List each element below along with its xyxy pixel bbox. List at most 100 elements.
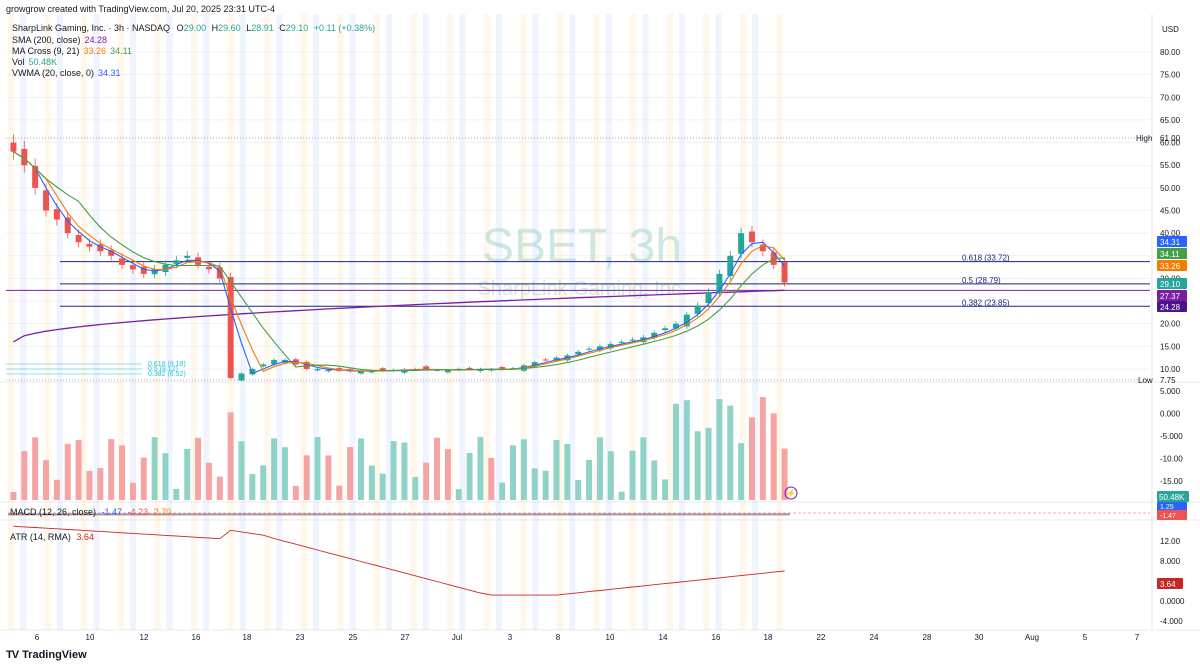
- volume-bar: [499, 482, 506, 500]
- volume-bar: [281, 447, 288, 500]
- volume-bar: [629, 450, 636, 500]
- legend-ma-cross[interactable]: MA Cross (9, 21) 33.26 34.11: [12, 46, 132, 57]
- session-stripe: [605, 14, 612, 630]
- candle-body: [618, 341, 625, 343]
- session-stripe: [20, 14, 27, 630]
- symbol-line: SharpLink Gaming, Inc. · 3h · NASDAQ: [12, 23, 171, 33]
- session-stripe: [203, 14, 210, 630]
- legend-vwma[interactable]: VWMA (20, close, 0) 34.31: [12, 68, 121, 79]
- time-tick-label: 28: [923, 633, 932, 642]
- price-badge-value: 27.37: [1160, 292, 1181, 301]
- candle-body: [499, 367, 506, 370]
- atr-label: ATR (14, RMA): [10, 532, 71, 542]
- volume-axis-label: -10.00: [1160, 455, 1183, 464]
- tradingview-brand[interactable]: TV TradingView: [6, 649, 87, 661]
- volume-bar: [53, 479, 60, 500]
- time-tick-label: 5: [1083, 633, 1088, 642]
- time-tick-label: 12: [140, 633, 149, 642]
- volume-bar: [553, 440, 560, 500]
- time-tick-label: 14: [659, 633, 668, 642]
- volume-bar: [379, 473, 386, 500]
- candle-body: [553, 357, 560, 361]
- time-axis[interactable]: 6 10 12 16 18 23 25 27 Jul 3 8 10 14 16 18 22 24 28 30 Aug 5…: [35, 633, 1140, 642]
- session-stripe: [703, 14, 710, 630]
- ohlc-c-label: C: [279, 23, 286, 33]
- session-stripe: [776, 14, 783, 630]
- candle-body: [140, 266, 147, 274]
- macd-label: MACD (12, 26, close): [10, 507, 97, 517]
- candle-body: [716, 273, 723, 294]
- volume-bar: [86, 470, 93, 500]
- price-tick-label: 80.00: [1160, 48, 1181, 57]
- session-stripe: [740, 14, 746, 630]
- volume-bar: [249, 473, 256, 500]
- macd-badge: [1157, 502, 1187, 511]
- session-stripe: [666, 14, 673, 630]
- volume-bar: [43, 460, 50, 500]
- time-tick-label: 7: [1135, 633, 1140, 642]
- volume-badge: [1157, 491, 1189, 502]
- session-stripe: [459, 14, 466, 630]
- macd-legend[interactable]: MACD (12, 26, close) -1.47 -4.23 2.70: [10, 507, 171, 517]
- candle-body: [75, 235, 82, 243]
- volume-bar: [607, 451, 614, 500]
- high-value: 61.00: [1160, 134, 1181, 143]
- session-stripe: [715, 14, 722, 630]
- fib-level-label: 0.618 (33.72): [962, 254, 1010, 263]
- volume-bar: [97, 468, 104, 500]
- session-stripe: [374, 14, 380, 630]
- atr-badge: [1157, 578, 1183, 589]
- volume-bar: [162, 453, 169, 500]
- macd-badge-value: 1.25: [1160, 504, 1174, 511]
- session-stripe: [422, 14, 429, 630]
- session-stripe: [642, 14, 649, 630]
- candle-body: [129, 265, 136, 270]
- small-fib-label: 0.5 (8.12): [148, 366, 178, 373]
- volume-bar: [108, 439, 115, 500]
- volume-bar: [140, 457, 147, 500]
- session-stripe: [239, 14, 246, 630]
- atr-legend[interactable]: ATR (14, RMA) 3.64: [10, 532, 94, 542]
- candle-body: [575, 351, 582, 355]
- price-badge-value: 34.11: [1160, 250, 1180, 259]
- volume-bar: [748, 417, 755, 500]
- session-stripe: [447, 14, 454, 630]
- time-tick-label: 25: [349, 633, 358, 642]
- legend-sma200[interactable]: SMA (200, close) 24.28: [12, 35, 107, 46]
- time-tick-label: 23: [296, 633, 305, 642]
- fib-retracement[interactable]: 0.618 (33.72) 0.5 (28.79) 0.382 (23.85) 0.6…: [6, 254, 1150, 378]
- price-tick-label: 40.00: [1160, 229, 1181, 238]
- price-axis[interactable]: USD 80.00 75.00 70.00 65.00 60.00 55.00 50.00 45…: [1136, 25, 1185, 626]
- price-badge: [1157, 301, 1187, 312]
- session-stripe: [313, 14, 319, 630]
- price-tick-label: 60.00: [1160, 139, 1181, 148]
- lightning-icon-glyph: ⚡: [786, 488, 796, 498]
- volume-bar: [119, 445, 126, 500]
- session-stripe: [44, 14, 51, 630]
- volume-bar: [770, 413, 777, 500]
- time-tick-label: Aug: [1025, 633, 1039, 642]
- session-stripe: [349, 14, 356, 630]
- time-tick-label: 16: [712, 633, 721, 642]
- candle-body: [759, 244, 766, 252]
- legend-vwma-label: VWMA (20, close, 0): [12, 68, 95, 78]
- legend-vwma-value: 34.31: [98, 68, 121, 78]
- volume-bar: [672, 403, 679, 500]
- session-stripe: [532, 14, 539, 630]
- grid-lines: [0, 14, 1200, 631]
- candle-body: [705, 292, 712, 304]
- price-tick-label: 55.00: [1160, 161, 1181, 170]
- price-badge-value: 24.28: [1160, 303, 1181, 312]
- volume-bar: [564, 443, 571, 500]
- lightning-icon[interactable]: [784, 486, 798, 500]
- time-tick-label: 30: [975, 633, 984, 642]
- candle-body: [173, 260, 180, 264]
- volume-bar: [759, 397, 766, 500]
- atr-pane: [13, 525, 785, 596]
- price-badge-value: 34.31: [1160, 238, 1181, 247]
- legend-vol[interactable]: Vol 50.48K: [12, 57, 57, 68]
- atr-axis-label: 12.00: [1160, 537, 1181, 546]
- session-stripe: [386, 14, 393, 630]
- price-badge: [1157, 248, 1187, 259]
